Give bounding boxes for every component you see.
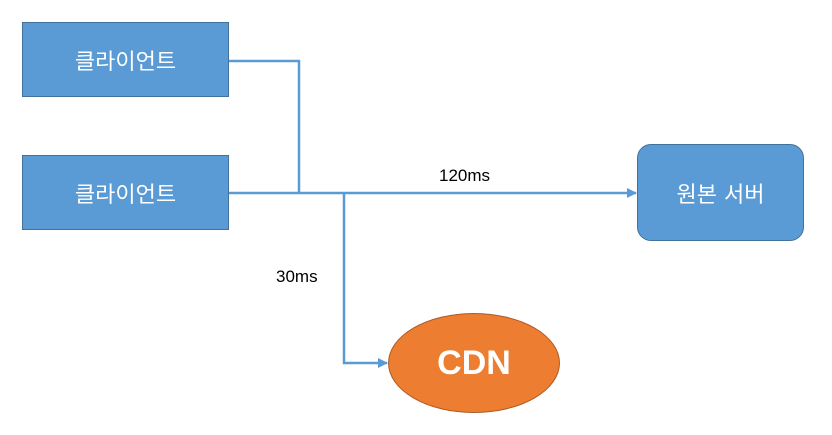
origin-server-box: 원본 서버 [637,144,804,241]
client-box-2: 클라이언트 [22,155,229,230]
client-1-label: 클라이언트 [74,49,177,75]
cdn-ellipse: CDN [388,313,560,413]
client-box-1: 클라이언트 [22,22,229,97]
client-1-connector [229,59,301,193]
client-2-label: 클라이언트 [74,182,177,208]
origin-server-label: 원본 서버 [676,182,765,208]
cdn-label: CDN [437,343,511,382]
client-to-cdn-arrow [342,193,388,368]
cdn-latency-label: 30ms [276,267,318,286]
origin-latency-label: 120ms [439,166,491,185]
